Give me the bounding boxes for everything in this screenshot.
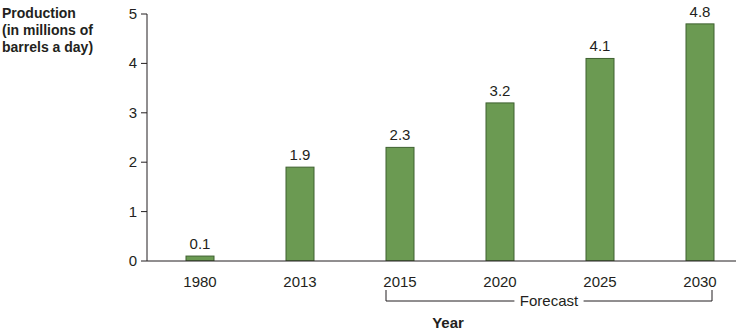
y-tick — [141, 261, 147, 262]
x-tick-label: 2030 — [683, 273, 716, 290]
y-tick-label: 0 — [129, 252, 137, 269]
data-label: 2.3 — [390, 126, 411, 143]
y-tick-label: 5 — [129, 5, 137, 22]
y-tick — [141, 112, 147, 113]
bar — [686, 24, 714, 261]
y-axis-label: (in millions of — [2, 22, 93, 38]
annotation-bracket — [386, 290, 712, 301]
y-tick-label: 4 — [129, 54, 137, 71]
x-axis-line — [147, 261, 736, 262]
x-tick-label: 2025 — [583, 273, 616, 290]
x-tick-label: 2015 — [383, 273, 416, 290]
data-label: 4.8 — [690, 3, 711, 20]
data-label: 4.1 — [590, 37, 611, 54]
y-axis-line — [147, 14, 148, 261]
y-tick-label: 1 — [129, 203, 137, 220]
y-axis-label: barrels a day) — [2, 39, 93, 55]
annotation: Forecast — [520, 292, 579, 309]
bar — [386, 147, 414, 261]
x-tick-label: 1980 — [183, 273, 216, 290]
bar — [486, 103, 514, 261]
data-label: 0.1 — [190, 235, 211, 252]
bar — [586, 58, 614, 261]
y-tick — [141, 162, 147, 163]
chart: 0.1 1.9 2.3 3.2 4.1 4.8 0 1 2 3 4 5 1980 2013 2015 2020… — [0, 0, 750, 335]
data-label: 1.9 — [290, 146, 311, 163]
x-tick-label: 2020 — [483, 273, 516, 290]
bar — [286, 167, 314, 261]
bars — [186, 24, 714, 261]
x-axis-label: Year — [432, 314, 464, 331]
y-tick — [141, 63, 147, 64]
y-tick-label: 2 — [129, 153, 137, 170]
y-tick-label: 3 — [129, 104, 137, 121]
y-tick — [141, 211, 147, 212]
data-label: 3.2 — [490, 82, 511, 99]
bar — [186, 256, 214, 261]
y-axis-label: Production — [2, 5, 76, 21]
y-tick — [141, 14, 147, 15]
x-tick-label: 2013 — [283, 273, 316, 290]
